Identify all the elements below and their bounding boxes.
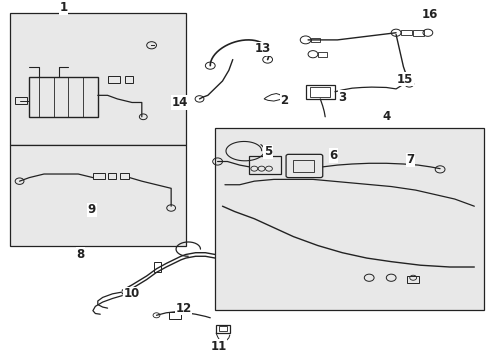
Text: 16: 16 (421, 8, 438, 21)
Text: 10: 10 (123, 287, 140, 300)
Text: 3: 3 (338, 91, 346, 104)
Text: 15: 15 (396, 73, 412, 86)
Text: 13: 13 (254, 42, 270, 55)
Bar (107, 76, 120, 83)
Bar (309, 87, 329, 97)
Bar (305, 85, 334, 99)
Bar (216, 325, 229, 333)
Bar (124, 76, 133, 83)
Bar (10, 145, 185, 246)
Text: 2: 2 (280, 94, 288, 107)
Bar (154, 262, 161, 273)
Bar (412, 30, 423, 36)
Text: 11: 11 (210, 340, 226, 353)
Text: 6: 6 (329, 149, 337, 162)
Bar (10, 13, 185, 145)
Text: 7: 7 (406, 153, 414, 166)
Bar (215, 127, 483, 310)
Bar (406, 276, 418, 283)
Text: 12: 12 (175, 302, 191, 315)
Bar (310, 38, 319, 42)
Bar (168, 312, 181, 319)
Bar (318, 52, 326, 57)
Text: 4: 4 (382, 110, 389, 123)
Text: 5: 5 (264, 145, 271, 158)
Bar (400, 30, 411, 35)
Bar (249, 156, 281, 174)
Bar (219, 327, 226, 331)
Bar (107, 173, 116, 179)
Bar (120, 173, 128, 179)
Text: 14: 14 (171, 96, 187, 109)
Bar (293, 161, 313, 172)
Text: 9: 9 (88, 203, 96, 216)
Bar (15, 97, 27, 104)
Bar (93, 173, 105, 179)
Bar (29, 77, 98, 117)
Text: 1: 1 (60, 1, 67, 14)
Text: 8: 8 (77, 248, 84, 261)
